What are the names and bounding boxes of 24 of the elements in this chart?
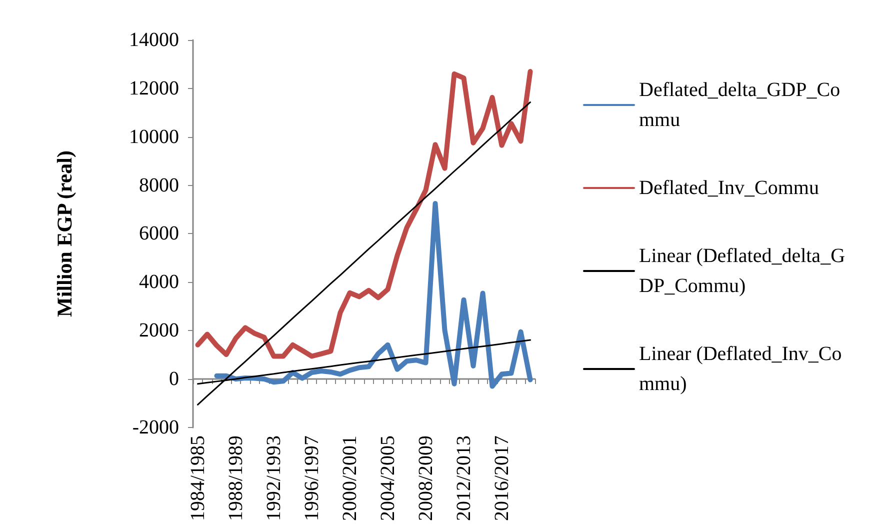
y-axis-title: Million EGP (real) — [52, 150, 76, 317]
x-tick-label: 1988/1989 — [224, 435, 247, 522]
legend-label: Linear (Deflated_delta_GDP_Commu) — [639, 245, 846, 297]
x-tick-label: 2008/2009 — [414, 435, 437, 522]
x-tick-label: 1992/1993 — [262, 435, 285, 522]
line-series — [197, 101, 531, 406]
x-tick-label: 2016/2017 — [490, 435, 513, 522]
y-tick-label: 2000 — [139, 320, 179, 342]
legend-label: Deflated_Inv_Commu — [639, 177, 819, 199]
x-tick-label: 2004/2005 — [376, 435, 399, 522]
y-tick-label: 8000 — [139, 174, 179, 196]
legend-label: Linear (Deflated_Inv_Commu) — [639, 343, 842, 395]
y-tick-label: 6000 — [139, 222, 179, 245]
y-tick-label: 4000 — [139, 271, 179, 294]
y-tick-label: 0 — [169, 368, 179, 390]
x-tick-label: 2000/2001 — [338, 435, 361, 522]
y-tick-label: -2000 — [132, 416, 179, 438]
y-tick-label: 14000 — [129, 29, 179, 51]
y-tick-label: 10000 — [129, 126, 179, 148]
legend-label: Deflated_delta_GDP_Commu — [639, 79, 840, 131]
x-tick-label: 1996/1997 — [300, 435, 323, 522]
x-tick-label: 2012/2013 — [452, 435, 475, 522]
x-tick-label: 1984/1985 — [186, 435, 209, 522]
y-tick-label: 12000 — [129, 77, 179, 100]
